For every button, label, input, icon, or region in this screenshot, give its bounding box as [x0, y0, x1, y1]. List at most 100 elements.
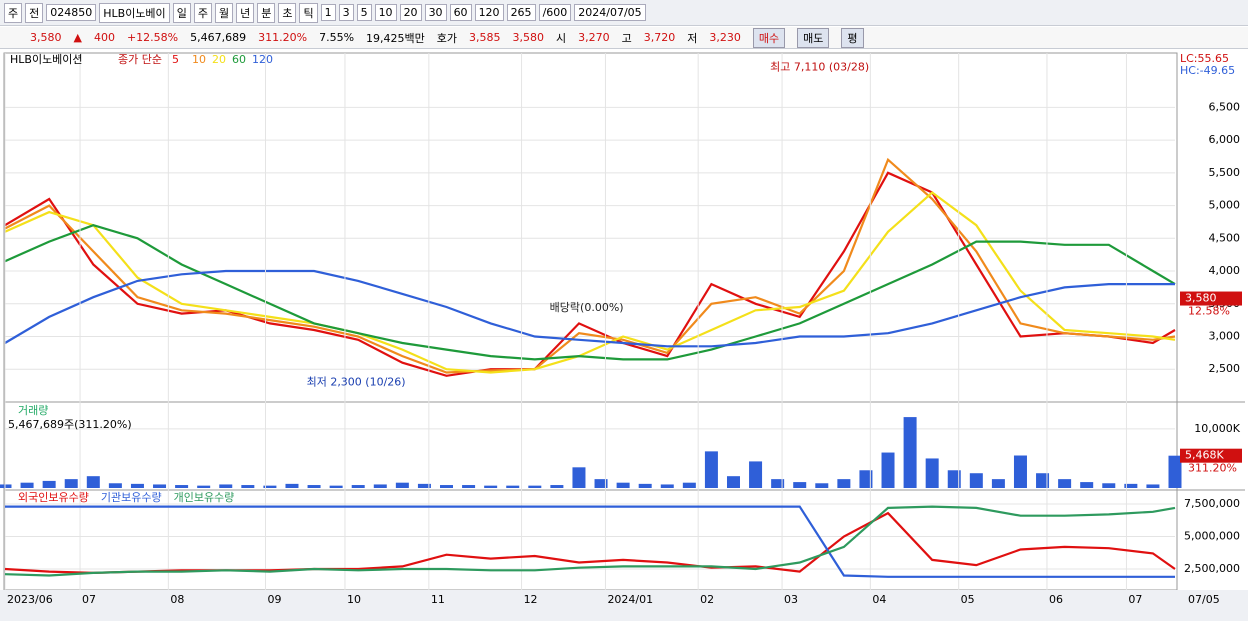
ask: 3,585	[469, 31, 501, 44]
volume-bar	[417, 483, 431, 488]
x-tick-label: 12	[524, 593, 538, 606]
volume-bar	[1102, 483, 1116, 488]
y-tick-label: 5,000	[1209, 199, 1241, 212]
toolbar-button[interactable]: 년	[236, 2, 255, 23]
y-tick-label: 3,000	[1209, 329, 1241, 342]
toolbar-button[interactable]: 1	[320, 4, 336, 21]
series-line	[4, 224, 1176, 361]
volume-bar	[241, 485, 255, 488]
series-line	[5, 505, 1175, 578]
volume-bar	[329, 485, 343, 488]
volume-bar	[1146, 484, 1160, 488]
buy-button[interactable]: 매수	[752, 27, 786, 48]
x-tick-label: 08	[170, 593, 184, 606]
toolbar-button[interactable]: 10	[374, 4, 397, 21]
legend-entry: 120	[252, 53, 273, 66]
volume-bar	[307, 485, 321, 488]
toolbar-button[interactable]: 024850	[46, 4, 97, 21]
turnover: 7.55%	[319, 31, 355, 44]
legend-entry: 외국인보유수량	[18, 491, 89, 504]
background	[0, 50, 1248, 621]
volume-bar	[219, 484, 233, 488]
y-tick-label: 4,000	[1209, 264, 1241, 277]
volume-bar	[153, 484, 167, 488]
volume-bar	[42, 480, 56, 488]
volume-bar	[1080, 482, 1094, 488]
legend-entry: 10	[192, 53, 206, 66]
volume-bar	[660, 484, 674, 488]
x-tick-label: 02	[700, 593, 714, 606]
volume-bar	[351, 485, 365, 488]
toolbar-button[interactable]: 2024/07/05	[574, 4, 646, 21]
x-tick-label: 07	[1128, 593, 1142, 606]
toolbar-button[interactable]: 전	[25, 2, 44, 23]
toolbar-button[interactable]: 30	[424, 4, 447, 21]
volume-bar	[528, 485, 542, 488]
x-tick-label: 2024/01	[607, 593, 653, 606]
amount: 19,425백만	[366, 31, 425, 45]
avg-button[interactable]: 평	[841, 27, 864, 48]
volume-bar	[572, 467, 586, 488]
volume-bar	[550, 485, 564, 488]
x-tick-label: 05	[961, 593, 975, 606]
volume-bar	[704, 451, 718, 488]
toolbar-button[interactable]: 265	[506, 4, 536, 21]
toolbar-button[interactable]: 초	[278, 2, 297, 23]
label: 고	[621, 31, 632, 45]
volume-bar	[1058, 479, 1072, 488]
price: 3,580	[30, 31, 62, 44]
volume-bar	[594, 479, 608, 488]
volume-bar	[837, 479, 851, 488]
volume-bar	[1168, 455, 1182, 488]
toolbar-button[interactable]: 주	[4, 2, 23, 23]
volume-bar	[197, 485, 211, 488]
lc-label: LC:55.65	[1180, 52, 1229, 65]
volume-bar	[175, 485, 189, 488]
y-tick-label: 2,500,000	[1184, 562, 1240, 575]
annotation: 최저 2,300 (10/26)	[307, 375, 406, 388]
label: 시	[556, 31, 567, 45]
volume-bar	[1124, 483, 1138, 488]
x-tick-label: 10	[347, 593, 361, 606]
volume-bar	[20, 482, 34, 488]
sell-button[interactable]: 매도	[797, 27, 830, 48]
series-line	[4, 191, 1176, 374]
toolbar-button[interactable]: 5	[356, 4, 372, 21]
toolbar-button[interactable]: 20	[399, 4, 422, 21]
toolbar-button[interactable]: 120	[474, 4, 504, 21]
volume: 5,467,689	[190, 31, 247, 44]
volume-bar	[682, 482, 696, 488]
toolbar-button[interactable]: 월	[214, 2, 234, 23]
change-pct: +12.58%	[126, 31, 179, 44]
series-line	[4, 505, 1176, 577]
toolbar-button[interactable]: 일	[172, 2, 191, 23]
toolbar-button[interactable]: 틱	[299, 2, 318, 23]
series-line	[4, 269, 1175, 348]
volume-bar	[771, 479, 785, 488]
x-tick-label: 04	[872, 593, 886, 606]
y-tick-label: 7,500,000	[1184, 497, 1240, 510]
volume-bar	[969, 473, 983, 488]
toolbar-button[interactable]: 분	[257, 2, 276, 23]
toolbar-button[interactable]: 3	[338, 4, 354, 21]
toolbar-button[interactable]: 60	[449, 4, 472, 21]
panel-title: 거래량	[18, 404, 48, 417]
volume-bar	[130, 483, 144, 488]
annotation: 배당락(0.00%)	[550, 301, 624, 314]
y-tick-label: 2,500	[1209, 362, 1241, 375]
legend-entry: 기관보유수량	[101, 491, 162, 504]
toolbar-button[interactable]: 주	[193, 2, 212, 23]
x-tick-label: 09	[267, 593, 281, 606]
volume-bar	[947, 470, 961, 488]
volume-bar	[991, 479, 1005, 488]
volume-bar	[506, 485, 520, 488]
subtitle: 종가 단순	[118, 53, 162, 66]
y-tick-label: 4,500	[1209, 231, 1241, 244]
toolbar-button[interactable]: HLB이노베이	[99, 2, 170, 23]
toolbar-button[interactable]: /600	[538, 4, 572, 21]
y-tick-label: 5,000,000	[1184, 529, 1240, 542]
chart-title: HLB이노베이션	[10, 53, 83, 66]
series-line	[4, 157, 1176, 374]
y-tick-label: 6,000	[1209, 133, 1241, 146]
